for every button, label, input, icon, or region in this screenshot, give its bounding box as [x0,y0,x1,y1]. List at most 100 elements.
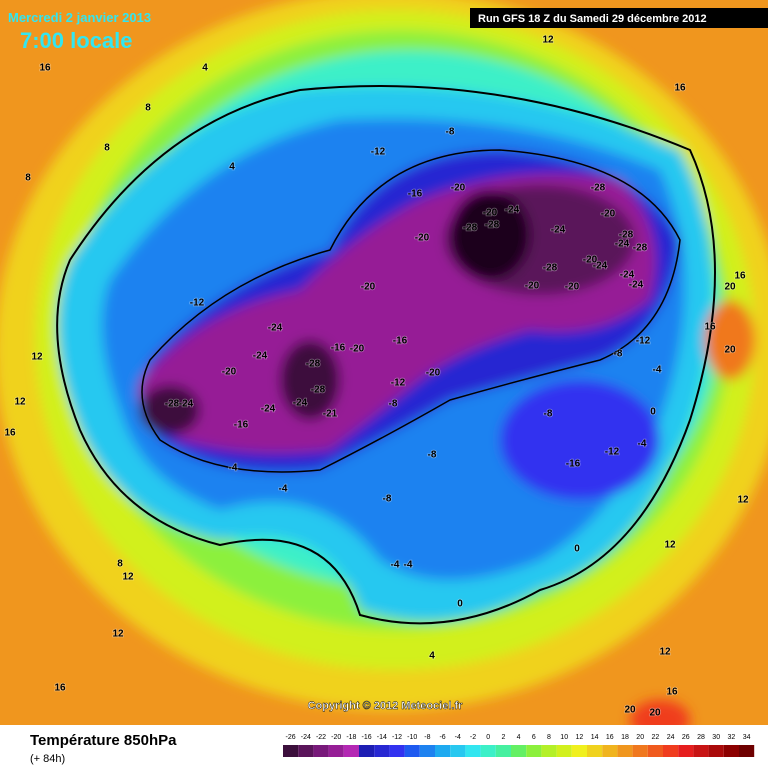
scale-label: -10 [407,734,417,741]
contour-label: -24 [261,404,276,415]
contour-label: -12 [605,447,620,458]
contour-label: -4 [391,560,400,571]
scale-label: -6 [439,734,445,741]
scale-label: 20 [636,734,644,741]
contour-label: -24 [615,239,630,250]
contour-label: -24 [268,323,283,334]
scale-label: 8 [547,734,551,741]
contour-label: 4 [202,63,208,74]
scale-cell [389,745,405,757]
scale-label: 4 [517,734,521,741]
contour-label: 20 [724,282,736,293]
scale-cell [632,745,648,757]
scale-cell [480,745,496,757]
contour-label: -20 [601,209,616,220]
footer-lead: (+ 84h) [30,753,65,765]
scale-label: 14 [591,734,599,741]
scale-cell [723,745,739,757]
scale-cell [435,745,451,757]
contour-label: -28 [619,230,634,241]
scale-cell [602,745,618,757]
scale-cell [647,745,663,757]
temperature-field [0,0,768,740]
contour-label: -8 [446,127,455,138]
contour-label: 8 [25,173,31,184]
scale-cell [739,745,755,757]
contour-label: -24 [293,398,308,409]
contour-label: 12 [737,495,749,506]
contour-label: 0 [457,599,463,610]
contour-label: -24 [551,225,566,236]
scale-cell [511,745,527,757]
scale-label: -12 [392,734,402,741]
scale-label: -18 [346,734,356,741]
scale-label: -20 [331,734,341,741]
contour-label: -28 [165,399,180,410]
scale-label: -24 [301,734,311,741]
contour-label: -8 [614,349,623,360]
scale-label: 34 [743,734,751,741]
contour-label: -20 [222,367,237,378]
contour-label: -24 [253,351,268,362]
contour-label: -8 [389,399,398,410]
contour-label: 16 [54,683,66,694]
scale-label: 26 [682,734,690,741]
contour-label: -20 [525,281,540,292]
scale-label: 16 [606,734,614,741]
zero-isotherm [56,85,716,625]
contour-label: 20 [649,708,661,719]
contour-label: -4 [229,463,238,474]
contour-label: 0 [650,407,656,418]
contour-label: -12 [391,378,406,389]
contour-label: 0 [574,544,580,555]
footer-title: Température 850hPa [30,732,177,749]
scale-cell [343,745,359,757]
contour-label: 12 [659,647,671,658]
contour-label: -20 [565,282,580,293]
contour-label: -8 [544,409,553,420]
contour-label: -24 [620,270,635,281]
scale-cell [298,745,314,757]
contour-label: 16 [734,271,746,282]
scale-label: 24 [667,734,675,741]
contour-label: 12 [31,352,43,363]
scale-cell [313,745,329,757]
scale-cell [283,745,299,757]
contour-label: -16 [393,336,408,347]
contour-label: 4 [429,651,435,662]
scale-label: 18 [621,734,629,741]
scale-label: -4 [455,734,461,741]
contour-label: -20 [350,344,365,355]
isotherm [141,149,681,473]
contour-label: 16 [39,63,51,74]
contour-label: 8 [104,143,110,154]
contour-label: -20 [451,183,466,194]
scale-label: 0 [486,734,490,741]
scale-cell [404,745,420,757]
contour-label: -8 [428,450,437,461]
contour-label: 16 [4,428,16,439]
contour-label: 20 [624,705,636,716]
scale-label: 12 [576,734,584,741]
scale-cell [678,745,694,757]
contour-label: 12 [112,629,124,640]
contour-label: -28 [311,385,326,396]
scale-cell [328,745,344,757]
contour-label: -16 [331,343,346,354]
scale-label: 2 [501,734,505,741]
scale-cell [571,745,587,757]
contour-label: -28 [591,183,606,194]
contour-label: -28 [485,220,500,231]
contour-label: -24 [505,205,520,216]
contour-label: 8 [145,103,151,114]
contour-label: -4 [279,484,288,495]
scale-label: -2 [470,734,476,741]
scale-label: -16 [362,734,372,741]
contour-label: -20 [583,255,598,266]
scale-cell [708,745,724,757]
contour-label: -12 [636,336,651,347]
scale-cell [374,745,390,757]
contour-label: -20 [426,368,441,379]
